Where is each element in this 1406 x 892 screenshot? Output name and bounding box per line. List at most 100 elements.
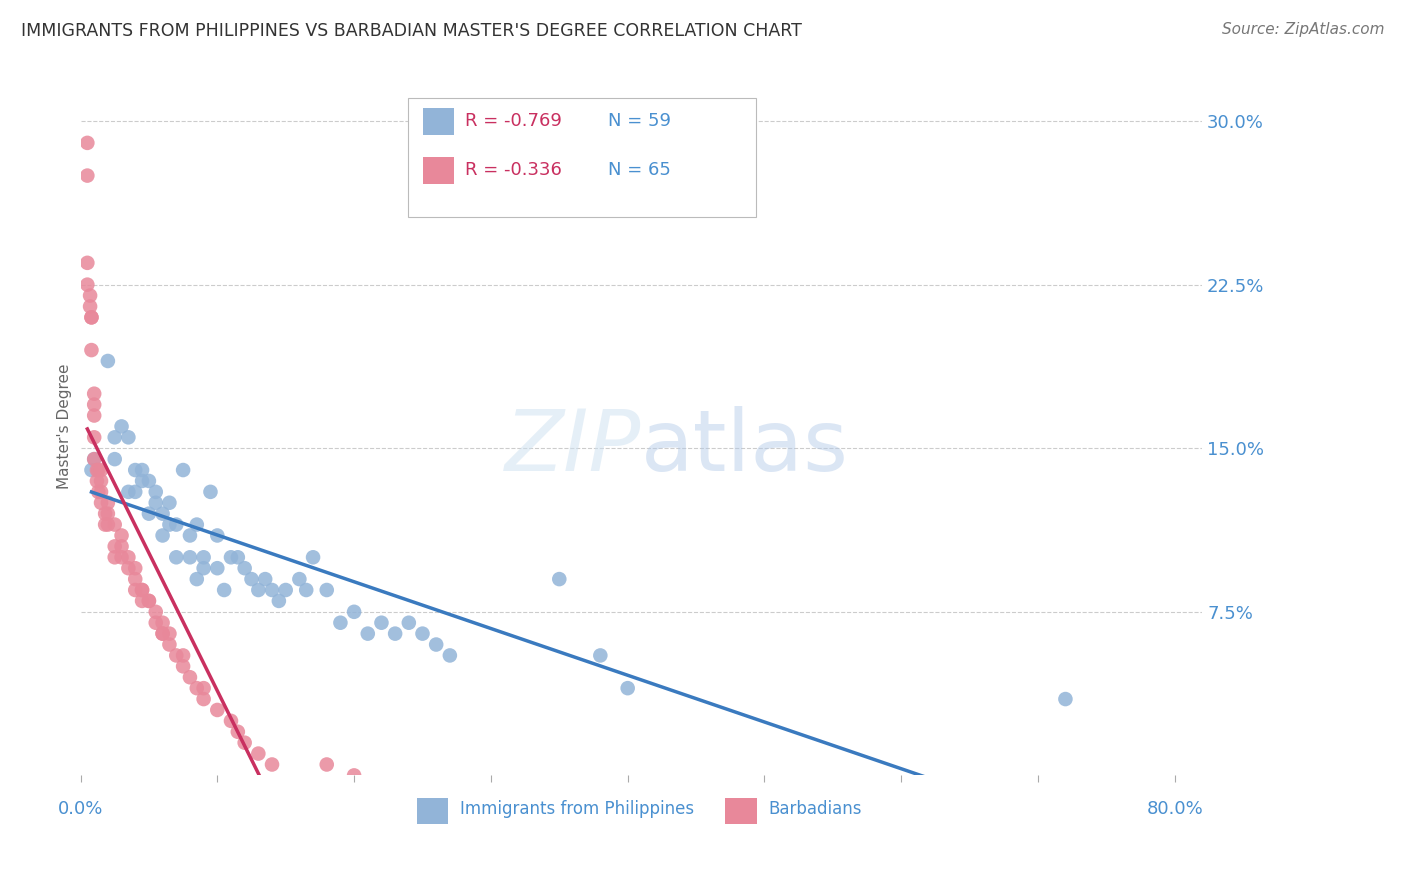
Point (179, 528, 201, 542)
Point (138, 594, 160, 608)
Point (94, 517, 117, 532)
Point (104, 452, 127, 467)
Point (110, 419, 132, 434)
Point (79, 300, 101, 314)
Point (90, 496, 112, 510)
Point (207, 703, 229, 717)
Point (219, 714, 242, 728)
Point (152, 626, 174, 640)
Point (86, 474, 108, 488)
Point (357, 626, 380, 640)
Point (90, 484, 112, 499)
Point (97, 517, 120, 532)
Point (145, 605, 167, 619)
Point (172, 648, 194, 663)
Point (159, 638, 181, 652)
FancyBboxPatch shape (418, 797, 449, 824)
Point (83, 452, 105, 467)
Y-axis label: Master's Degree: Master's Degree (58, 364, 72, 489)
Point (80, 310, 103, 325)
Point (117, 430, 139, 444)
Point (193, 550, 215, 565)
Point (138, 507, 160, 521)
Point (86, 463, 108, 477)
Point (145, 496, 167, 510)
Point (83, 398, 105, 412)
Point (343, 768, 366, 782)
Point (425, 638, 447, 652)
Point (302, 550, 325, 565)
Point (131, 582, 153, 597)
Point (83, 409, 105, 423)
Point (110, 540, 132, 554)
Text: N = 59: N = 59 (607, 112, 671, 130)
Point (110, 528, 132, 542)
Point (193, 681, 215, 695)
Text: atlas: atlas (641, 406, 849, 489)
Point (165, 550, 187, 565)
Point (131, 463, 153, 477)
Point (548, 572, 571, 586)
Point (207, 561, 229, 575)
Point (254, 572, 277, 586)
Point (152, 615, 174, 630)
Point (83, 452, 105, 467)
Point (117, 561, 139, 575)
Point (589, 648, 612, 663)
Point (145, 484, 167, 499)
Text: R = -0.336: R = -0.336 (465, 161, 562, 179)
FancyBboxPatch shape (423, 108, 454, 135)
Point (124, 463, 146, 477)
Point (247, 747, 270, 761)
Point (124, 572, 146, 586)
Point (411, 626, 433, 640)
Point (616, 681, 638, 695)
Point (260, 582, 283, 597)
Point (159, 517, 181, 532)
Point (172, 659, 194, 673)
Point (138, 474, 160, 488)
Point (179, 550, 201, 565)
Text: IMMIGRANTS FROM PHILIPPINES VS BARBADIAN MASTER'S DEGREE CORRELATION CHART: IMMIGRANTS FROM PHILIPPINES VS BARBADIAN… (21, 22, 801, 40)
Point (165, 648, 187, 663)
Point (315, 757, 337, 772)
Point (138, 594, 160, 608)
Text: ZIP: ZIP (505, 406, 641, 489)
Point (83, 430, 105, 444)
Point (315, 582, 337, 597)
Point (83, 386, 105, 401)
Point (80, 310, 103, 325)
Point (80, 343, 103, 357)
Point (152, 507, 174, 521)
Point (131, 474, 153, 488)
Point (117, 484, 139, 499)
Point (172, 463, 194, 477)
Point (97, 354, 120, 368)
Point (288, 572, 311, 586)
Point (439, 648, 461, 663)
Point (76, 256, 98, 270)
Text: N = 65: N = 65 (607, 161, 671, 179)
Point (1054, 692, 1077, 706)
Point (117, 550, 139, 565)
Point (186, 572, 208, 586)
Point (186, 517, 208, 532)
Point (104, 430, 127, 444)
Point (274, 582, 297, 597)
Point (104, 550, 127, 565)
Point (104, 540, 127, 554)
Text: Source: ZipAtlas.com: Source: ZipAtlas.com (1222, 22, 1385, 37)
Point (186, 681, 208, 695)
Point (193, 561, 215, 575)
Point (90, 474, 112, 488)
Point (110, 550, 132, 565)
Point (398, 615, 420, 630)
Point (80, 463, 103, 477)
Point (207, 528, 229, 542)
Point (384, 626, 406, 640)
Point (152, 626, 174, 640)
Point (370, 615, 392, 630)
Point (267, 594, 290, 608)
Point (104, 517, 127, 532)
Point (87, 484, 110, 499)
